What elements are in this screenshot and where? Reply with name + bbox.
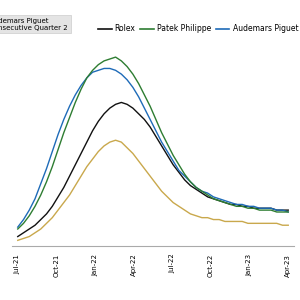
Text: Audemars Piguet
Consecutive Quarter 2: Audemars Piguet Consecutive Quarter 2 <box>0 17 68 31</box>
Legend: Rolex, Patek Philippe, Audemars Piguet: Rolex, Patek Philippe, Audemars Piguet <box>95 21 300 37</box>
